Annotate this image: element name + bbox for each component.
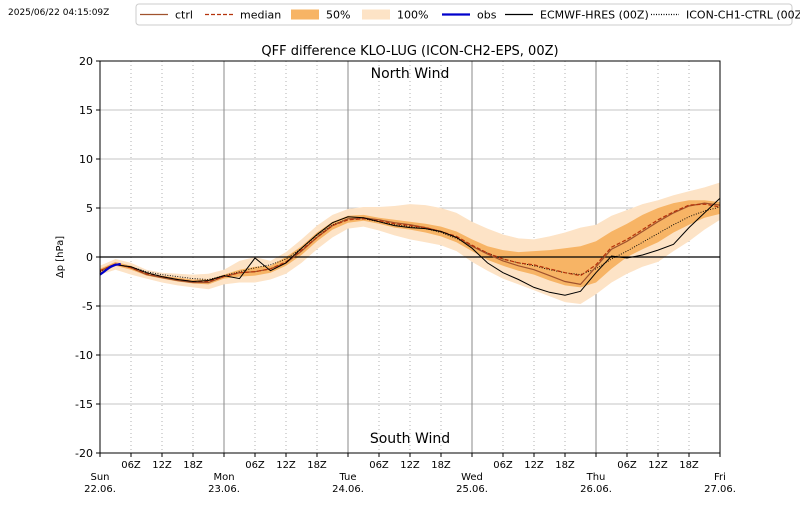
y-tick-label-8: 20	[79, 55, 93, 68]
plot-area: North Wind South Wind -20 -15 -10 -5 0 5 10 15 20 S…	[75, 55, 736, 495]
y-tick-label-4: 0	[86, 251, 93, 264]
legend-label-ctrl: ctrl	[175, 9, 193, 22]
annotation-south-wind: South Wind	[370, 431, 450, 447]
chart-title: QFF difference KLO-LUG (ICON-CH2-EPS, 00…	[261, 44, 558, 59]
legend-label-ecmwf: ECMWF-HRES (00Z)	[540, 9, 649, 22]
x-tick-label-line-0-1: 22.06.	[84, 484, 116, 495]
y-axis-label: Δp [hPa]	[55, 236, 66, 278]
x-tick-label-2: 12Z	[152, 460, 172, 471]
y-tick-label-6: 10	[79, 153, 93, 166]
x-tick-label-line-12-1: 25.06.	[456, 484, 488, 495]
x-tick-label-15: 18Z	[555, 460, 575, 471]
x-tick-label-0: Sun 22.06.	[84, 472, 116, 495]
legend-label-obs: obs	[477, 9, 497, 22]
x-tick-label-10: 12Z	[400, 460, 420, 471]
x-tick-label-line-8-0: Tue	[338, 472, 356, 483]
x-tick-label-16: Thu 26.06.	[580, 472, 612, 495]
legend-label-p100: 100%	[397, 9, 428, 22]
series-ctrl	[99, 202, 721, 286]
x-tick-label-line-12-0: Wed	[461, 472, 483, 483]
x-tick-label-14: 12Z	[524, 460, 544, 471]
x-tick-label-20: Fri 27.06.	[704, 472, 736, 495]
x-tick-label-5: 06Z	[245, 460, 265, 471]
x-tick-label-18: 12Z	[648, 460, 668, 471]
y-tick-label-5: 5	[86, 202, 93, 215]
x-tick-label-6: 12Z	[276, 460, 296, 471]
x-tick-label-9: 06Z	[369, 460, 389, 471]
y-tick-label-2: -10	[75, 349, 93, 362]
y-tick-label-1: -15	[75, 398, 93, 411]
y-tick-label-7: 15	[79, 104, 93, 117]
y-tick-label-0: -20	[75, 447, 93, 460]
legend-label-ich1: ICON-CH1-CTRL (00Z)	[686, 9, 800, 22]
legend: ctrl median 50% 100% obs ECMWF-HRES (00Z) ICON…	[135, 3, 800, 26]
x-tick-label-12: Wed 25.06.	[456, 472, 488, 495]
series-ecmwf-hres	[99, 197, 721, 296]
legend-swatch-p50	[291, 9, 319, 20]
x-tick-label-line-16-1: 26.06.	[580, 484, 612, 495]
series-median	[99, 203, 721, 283]
x-tick-label-7: 18Z	[307, 460, 327, 471]
x-tick-label-line-4-0: Mon	[213, 472, 234, 483]
x-tick-label-4: Mon 23.06.	[208, 472, 240, 495]
legend-swatch-p100	[362, 9, 390, 20]
x-tick-label-line-8-1: 24.06.	[332, 484, 364, 495]
band-50pct	[100, 200, 720, 288]
y-tick-label-3: -5	[82, 300, 93, 313]
x-tick-label-line-4-1: 23.06.	[208, 484, 240, 495]
x-tick-label-line-16-0: Thu	[586, 472, 606, 483]
x-tick-label-line-20-0: Fri	[714, 472, 726, 483]
legend-label-median: median	[240, 9, 281, 22]
series-obs	[99, 262, 121, 276]
x-tick-label-line-0-0: Sun	[90, 472, 109, 483]
x-tick-label-1: 06Z	[121, 460, 141, 471]
x-tick-label-17: 06Z	[617, 460, 637, 471]
x-tick-label-line-20-1: 27.06.	[704, 484, 736, 495]
x-tick-label-3: 18Z	[183, 460, 203, 471]
legend-label-p50: 50%	[326, 9, 350, 22]
annotation-north-wind: North Wind	[371, 66, 450, 82]
x-tick-label-8: Tue 24.06.	[332, 472, 364, 495]
timestamp: 2025/06/22 04:15:09Z	[8, 8, 109, 18]
x-tick-label-11: 18Z	[431, 460, 451, 471]
x-tick-label-13: 06Z	[493, 460, 513, 471]
x-tick-label-19: 18Z	[679, 460, 699, 471]
